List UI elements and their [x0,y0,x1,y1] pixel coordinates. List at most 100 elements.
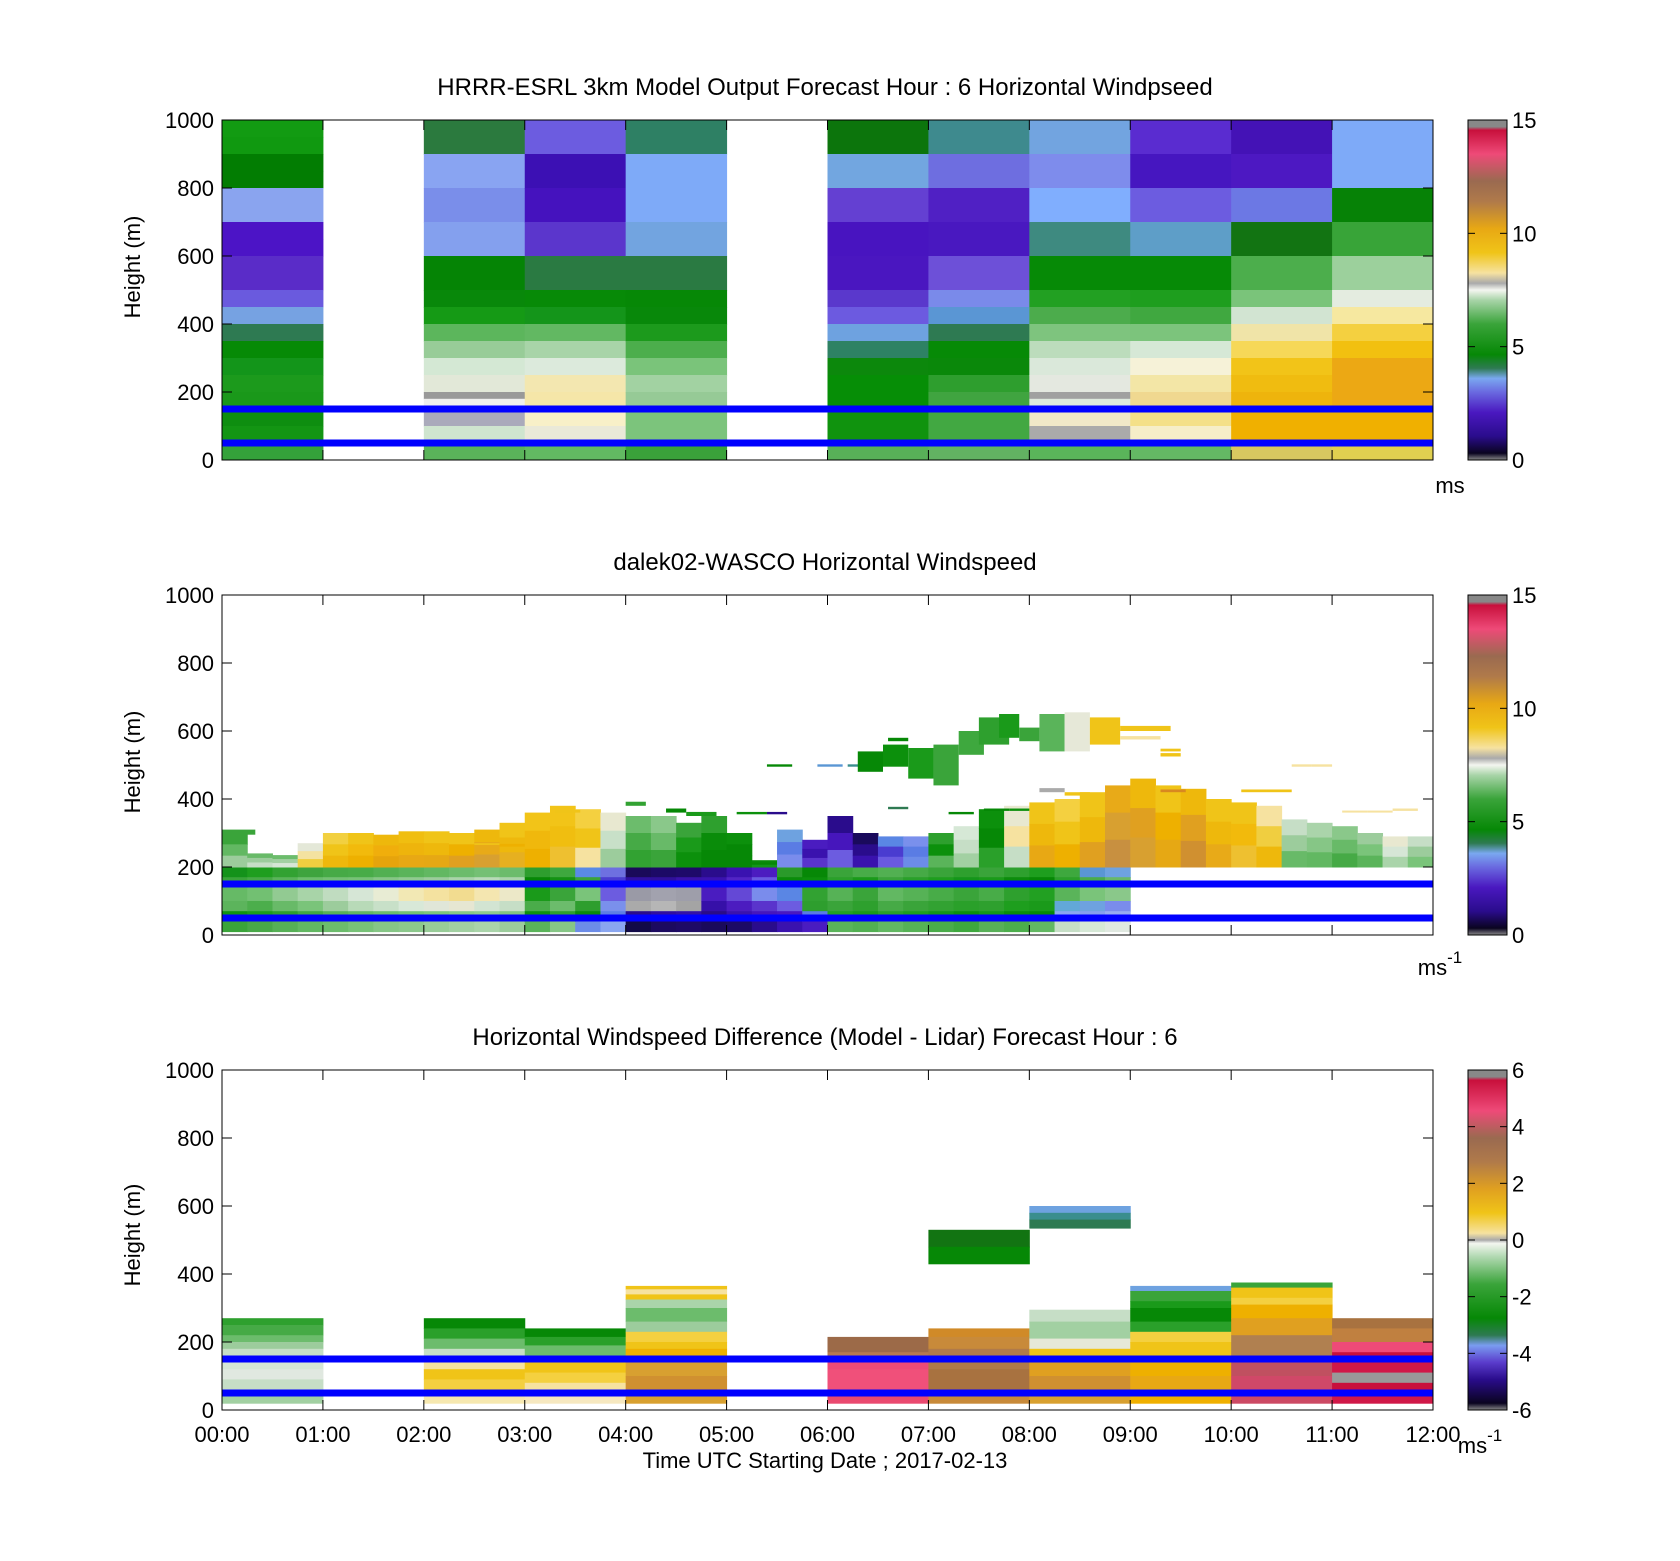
lidar-cell [983,808,1010,811]
lidar-cell [297,843,324,852]
heatmap-cell [1332,1382,1434,1394]
heatmap-cell [423,307,526,325]
lidar-cell [1407,856,1434,868]
colorbar-tick-label: 5 [1512,335,1524,360]
heatmap-cell [1332,358,1434,410]
lidar-cell [449,867,475,878]
lidar-cell [958,731,984,755]
heatmap-cell [222,392,324,410]
heatmap-cell [1029,1338,1131,1350]
lidar-cell [1306,852,1333,868]
lidar-cell [676,867,702,878]
heatmap-cell [1332,1393,1434,1404]
heatmap-cell [625,324,728,342]
lidar-cell [933,744,959,786]
difference-heatmap [222,1206,1434,1404]
lidar-cell [499,843,525,847]
lidar-cell [322,901,349,912]
lidar-cell [802,921,828,933]
lidar-cell [423,901,450,912]
heatmap-cell [928,1328,1030,1338]
heatmap-cell [928,375,1030,393]
lidar-cell [549,887,576,902]
lidar-cell [449,855,475,868]
heatmap-cell [1130,392,1232,410]
lidar-cell [736,811,767,815]
heatmap-cell [625,341,728,359]
heatmap-cell [625,358,728,376]
panel-lidar: dalek02-WASCO Horizontal Windspeed 0 200 4… [120,549,1536,980]
lidar-cell [701,921,728,933]
lidar-cell [322,867,349,878]
heatmap-cell [928,1336,1030,1350]
heatmap-cell [222,307,324,325]
lidar-cell [1105,785,1131,814]
lidar-cell [499,921,526,933]
lidar-cell [625,816,652,834]
heatmap-cell [625,1321,728,1333]
colorbar-tick-label: 2 [1512,1171,1524,1196]
x-tick-label: 08:00 [1002,1422,1057,1447]
lidar-cell [1407,836,1434,848]
heatmap-cell [625,1359,728,1377]
heatmap-cell [827,120,929,155]
lidar-cell [766,764,793,767]
lidar-cell [701,867,728,878]
lidar-cell [575,847,601,868]
heatmap-cell [1332,188,1434,223]
heatmap-cell [827,290,929,308]
lidar-cell [1029,802,1056,825]
lidar-cell [1029,887,1056,902]
lidar-cell [1205,844,1232,868]
heatmap-cell [827,1369,929,1391]
lidar-colorbar-unit: ms-1 [1418,948,1462,980]
lidar-cell [908,748,934,779]
lidar-cell [1306,837,1333,853]
y-tick-label: 800 [177,651,214,676]
heatmap-cell [524,1372,627,1384]
colorbar-tick-label: 0 [1512,1228,1524,1253]
lidar-cell [1256,826,1283,848]
lidar-cell [948,811,974,815]
lidar-cell [877,887,904,902]
lidar-cell [1120,736,1161,740]
heatmap-cell [1130,1321,1232,1333]
lidar-cell [625,901,652,912]
lidar-cell [549,901,576,912]
lidar-cell [1089,717,1121,745]
lidar-cell [1054,901,1081,912]
model-colorbar-unit: ms [1435,473,1464,498]
heatmap-cell [625,375,728,393]
lidar-cell [524,848,551,868]
heatmap-cell [524,375,627,393]
lidar-cell [600,830,627,850]
lidar-cell [701,833,728,851]
lidar-cell [953,921,980,933]
y-tick-label: 200 [177,855,214,880]
lidar-cell [322,887,349,902]
colorbar-tick-label: 15 [1512,583,1536,608]
lidar-cell [423,831,450,844]
heatmap-cell [928,307,1030,325]
heatmap-cell [1130,154,1232,189]
model-axes: 0 200 400 600 800 1000 [165,108,1434,473]
lidar-cell [1029,921,1056,933]
heatmap-cell [222,375,324,393]
lidar-cell [666,808,687,813]
lidar-cell [978,809,1005,829]
heatmap-cell [1231,154,1333,189]
lidar-cell [1382,856,1409,868]
heatmap-cell [1130,307,1232,325]
colorbar-scale [1467,119,1508,461]
lidar-cell [524,901,551,912]
lidar-cell [549,846,576,868]
heatmap-cell [524,1345,627,1357]
heatmap-cell [625,256,728,291]
lidar-cell [978,867,1005,878]
lidar-cell [877,856,904,868]
heatmap-cell [1130,188,1232,223]
heatmap-cell [524,222,627,257]
lidar-cell [297,859,324,868]
lidar-cell [272,863,299,868]
lidar-cell [751,921,778,933]
